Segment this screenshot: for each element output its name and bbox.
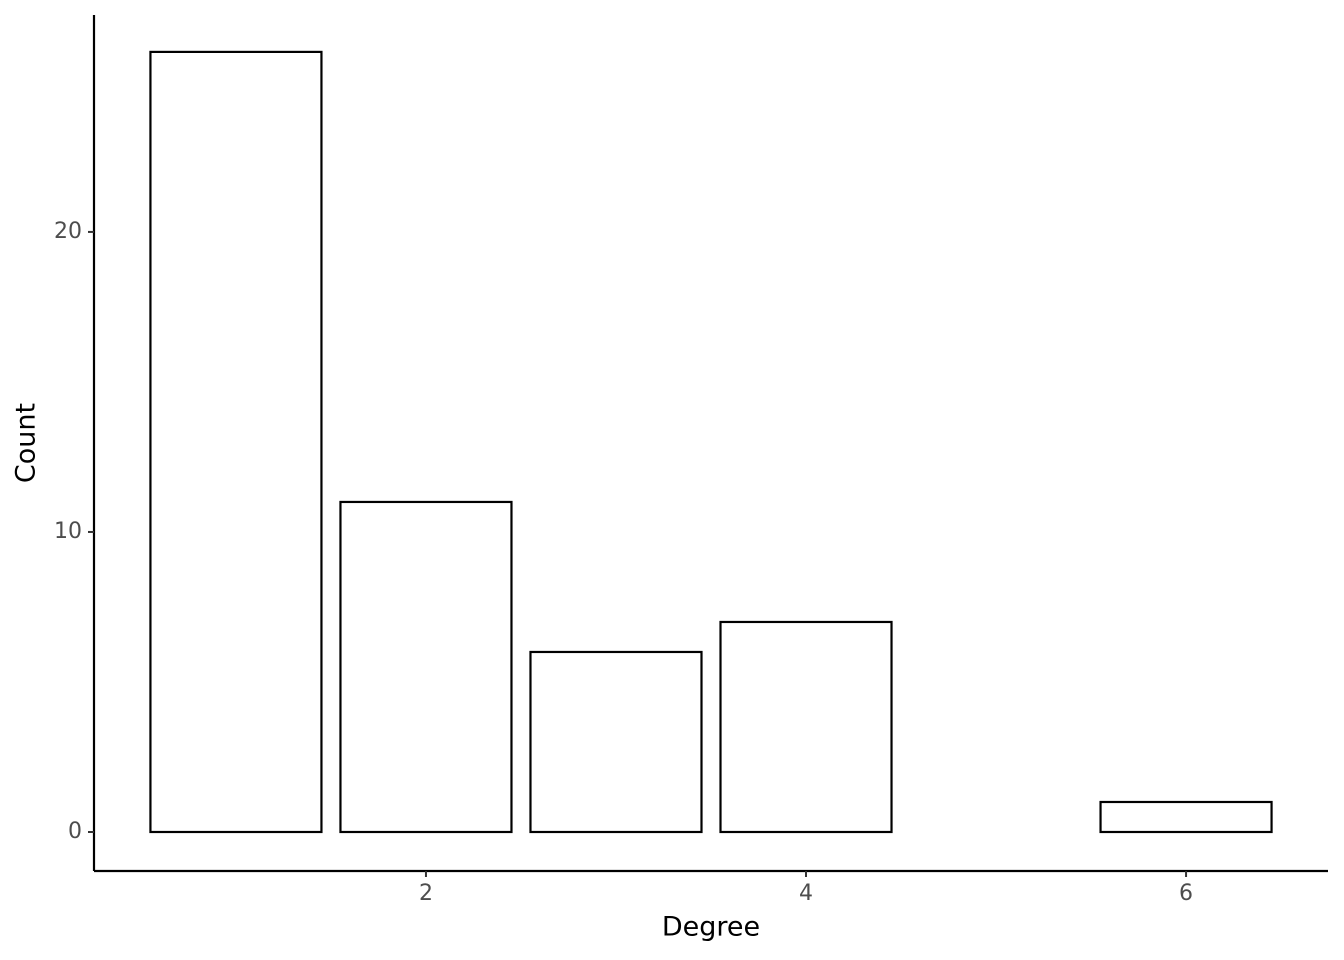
y-tick-label: 0: [68, 819, 82, 844]
bar: [719, 620, 893, 834]
bar: [529, 650, 703, 834]
bar: [339, 500, 513, 834]
x-tick-label: 4: [799, 881, 813, 906]
bar: [149, 50, 323, 834]
y-tick-label: 10: [54, 519, 82, 544]
x-tick-label: 2: [419, 881, 433, 906]
y-tick-label: 20: [54, 219, 82, 244]
bar: [1099, 800, 1273, 834]
y-axis-title: Count: [11, 403, 42, 483]
x-axis-title: Degree: [662, 912, 760, 943]
x-tick-label: 6: [1179, 881, 1193, 906]
